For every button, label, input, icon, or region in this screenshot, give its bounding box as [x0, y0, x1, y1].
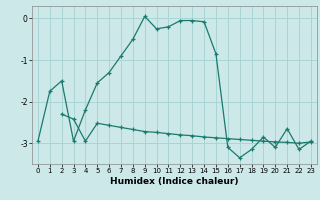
X-axis label: Humidex (Indice chaleur): Humidex (Indice chaleur) [110, 177, 239, 186]
